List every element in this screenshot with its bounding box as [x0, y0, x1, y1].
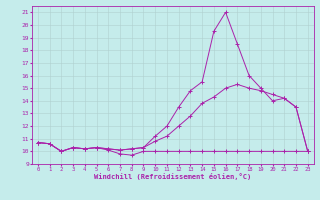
- X-axis label: Windchill (Refroidissement éolien,°C): Windchill (Refroidissement éolien,°C): [94, 173, 252, 180]
